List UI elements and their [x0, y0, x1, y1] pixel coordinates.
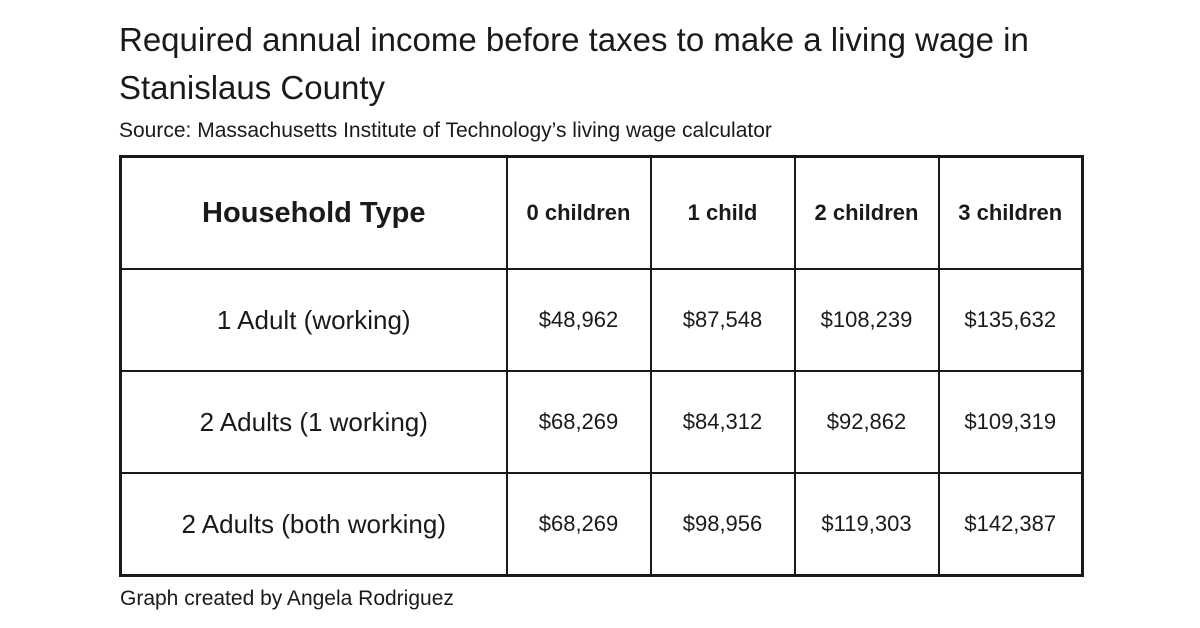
row-label: 2 Adults (1 working)	[119, 370, 508, 474]
table-cell: $84,312	[649, 370, 796, 474]
chart-title: Required annual income before taxes to m…	[119, 21, 1029, 106]
column-header: Household Type	[119, 155, 508, 270]
column-header: 3 children	[937, 155, 1084, 270]
table-row: 2 Adults (1 working) $68,269 $84,312 $92…	[119, 370, 1084, 474]
table-row: 2 Adults (both working) $68,269 $98,956 …	[119, 472, 1084, 577]
table-cell: $68,269	[505, 472, 652, 577]
table-cell: $98,956	[649, 472, 796, 577]
table-row: 1 Adult (working) $48,962 $87,548 $108,2…	[119, 268, 1084, 372]
table-cell: $68,269	[505, 370, 652, 474]
row-label: 2 Adults (both working)	[119, 472, 508, 577]
table-cell: $87,548	[649, 268, 796, 372]
row-label: 1 Adult (working)	[119, 268, 508, 372]
column-header: 0 children	[505, 155, 652, 270]
source-note: Source: Massachusetts Institute of Techn…	[119, 119, 772, 142]
column-header: 1 child	[649, 155, 796, 270]
table-cell: $92,862	[793, 370, 940, 474]
table-cell: $135,632	[937, 268, 1084, 372]
table-cell: $119,303	[793, 472, 940, 577]
table-cell: $109,319	[937, 370, 1084, 474]
credit-note: Graph created by Angela Rodriguez	[120, 587, 454, 610]
table-cell: $108,239	[793, 268, 940, 372]
table-cell: $142,387	[937, 472, 1084, 577]
table-cell: $48,962	[505, 268, 652, 372]
header-row: Household Type 0 children 1 child 2 chil…	[119, 155, 1084, 270]
column-header: 2 children	[793, 155, 940, 270]
living-wage-table: Household Type 0 children 1 child 2 chil…	[119, 155, 1084, 577]
